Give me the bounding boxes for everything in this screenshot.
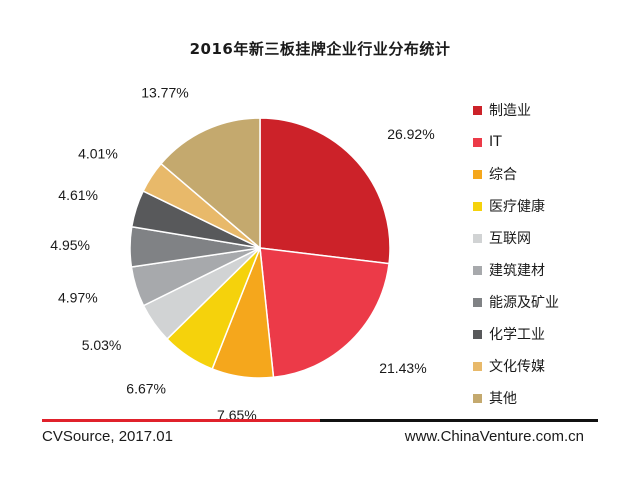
website-url: www.ChinaVenture.com.cn xyxy=(404,428,584,445)
pie-data-label: 6.67% xyxy=(126,380,166,396)
legend-label: 其他 xyxy=(489,391,517,407)
pie-data-label: 13.77% xyxy=(141,84,188,100)
legend-item: 互联网 xyxy=(473,222,559,254)
legend-label: 综合 xyxy=(489,167,517,183)
pie-data-label: 4.61% xyxy=(58,187,98,203)
legend-swatch xyxy=(473,169,482,179)
pie-data-label: 4.97% xyxy=(58,289,98,305)
legend-item: 医疗健康 xyxy=(473,190,559,222)
legend-label: 医疗健康 xyxy=(489,199,545,215)
pie-data-label: 21.43% xyxy=(379,360,426,376)
legend-item: 文化传媒 xyxy=(473,350,559,382)
legend-label: 互联网 xyxy=(489,231,531,247)
legend: 制造业 IT 综合医疗健康互联网建筑建材能源及矿业化学工业文化传媒其他 xyxy=(473,94,559,414)
legend-swatch xyxy=(473,361,482,371)
legend-label: 制造业 xyxy=(489,103,531,119)
legend-swatch xyxy=(473,137,482,147)
legend-item: 能源及矿业 xyxy=(473,286,559,318)
pie-data-label: 5.03% xyxy=(82,337,122,353)
legend-item: 综合 xyxy=(473,158,559,190)
source-note: CVSource, 2017.01 xyxy=(42,428,173,445)
legend-swatch xyxy=(473,105,482,115)
legend-item: IT xyxy=(473,126,559,158)
legend-item: 化学工业 xyxy=(473,318,559,350)
legend-swatch xyxy=(473,265,482,275)
legend-swatch xyxy=(473,393,482,403)
legend-swatch xyxy=(473,233,482,243)
legend-swatch xyxy=(473,297,482,307)
pie-data-label: 4.95% xyxy=(50,237,90,253)
legend-label: 化学工业 xyxy=(489,327,545,343)
footer-divider-black xyxy=(320,419,598,422)
legend-item: 建筑建材 xyxy=(473,254,559,286)
pie-slice xyxy=(259,247,390,379)
legend-swatch xyxy=(473,329,482,339)
footer-divider-red xyxy=(42,419,320,422)
pie-slice xyxy=(259,117,391,265)
legend-swatch xyxy=(473,201,482,211)
legend-item: 制造业 xyxy=(473,94,559,126)
pie-data-label: 4.01% xyxy=(78,146,118,162)
legend-label: 文化传媒 xyxy=(489,359,545,375)
legend-label: 能源及矿业 xyxy=(489,295,559,311)
pie-slice xyxy=(159,117,261,250)
legend-label: IT xyxy=(489,134,502,150)
legend-item: 其他 xyxy=(473,382,559,414)
chart-title: 2016年新三板挂牌企业行业分布统计 xyxy=(189,40,451,58)
pie-data-label: 26.92% xyxy=(387,126,434,142)
legend-label: 建筑建材 xyxy=(489,263,545,279)
